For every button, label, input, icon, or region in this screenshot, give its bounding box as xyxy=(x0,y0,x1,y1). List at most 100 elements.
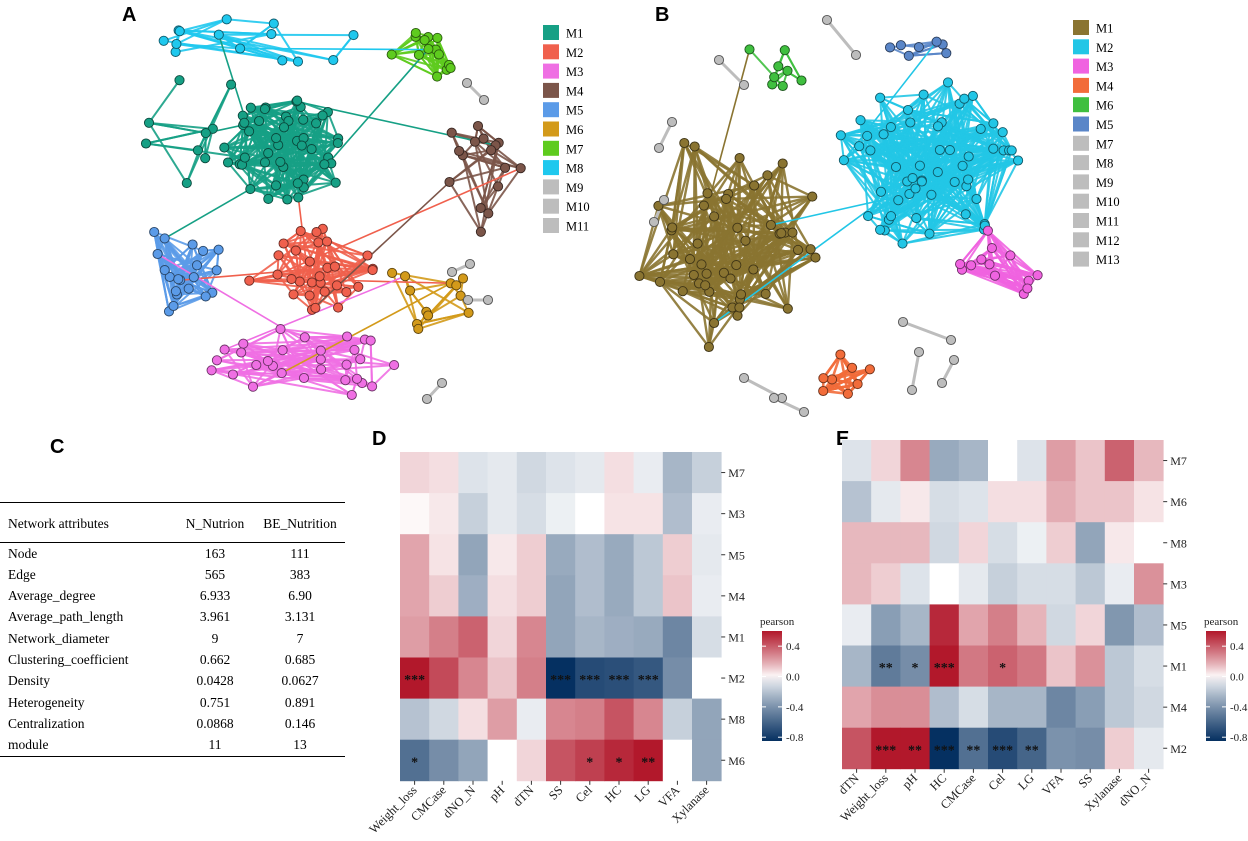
network-node xyxy=(957,160,968,171)
heatmap-cell xyxy=(487,698,518,741)
network-edge xyxy=(218,33,283,62)
network-node xyxy=(183,283,194,294)
heatmap-cell xyxy=(900,727,930,770)
legend-label: M3 xyxy=(1096,60,1113,74)
network-edge xyxy=(462,154,506,169)
network-node xyxy=(932,121,944,132)
network-node xyxy=(247,381,259,392)
network-node xyxy=(290,245,301,256)
network-node xyxy=(897,316,909,328)
heatmap-cell xyxy=(988,522,1018,564)
network-node xyxy=(463,307,474,318)
network-edge xyxy=(490,149,522,170)
table-row: Clustering_coefficient 0.662 0.685 xyxy=(0,649,345,670)
network-node xyxy=(277,345,288,356)
network-node xyxy=(807,191,818,202)
network-edge xyxy=(902,228,985,245)
heatmap-cell xyxy=(1075,727,1106,770)
heatmap-cell xyxy=(842,481,872,523)
network-node xyxy=(346,389,357,401)
n-nutrion-cell: 163 xyxy=(204,545,226,561)
heatmap-cell xyxy=(958,440,989,482)
table-header-row: Network attributes N_Nutrion BE_Nutritio… xyxy=(0,502,345,543)
network-edge xyxy=(681,205,706,292)
heatmap-cell xyxy=(633,493,664,535)
heatmap-cell xyxy=(1017,604,1047,646)
colorbar-title: pearson xyxy=(760,616,795,628)
legend-swatch xyxy=(1073,232,1089,248)
network-node xyxy=(288,289,299,300)
legend-label: M4 xyxy=(566,84,584,98)
network-edges xyxy=(145,18,522,401)
colorbar-title: pearson xyxy=(1204,616,1239,628)
heatmap-cell xyxy=(1017,645,1047,687)
network-node xyxy=(493,181,504,192)
network-edge xyxy=(994,274,1028,290)
significance-mark: *** xyxy=(550,673,571,688)
network-edge xyxy=(241,114,324,166)
network-edge xyxy=(148,79,181,124)
legend-swatch xyxy=(1073,39,1089,55)
significance-mark: *** xyxy=(579,673,600,688)
network-node xyxy=(245,184,256,195)
network-node xyxy=(331,280,342,291)
network-edge xyxy=(753,184,794,234)
heatmap-cell xyxy=(487,534,518,576)
network-edge xyxy=(693,146,699,244)
network-edge xyxy=(371,364,395,388)
network-node xyxy=(472,120,484,132)
network-node xyxy=(330,177,341,188)
heatmap-cell xyxy=(692,698,722,741)
network-node xyxy=(433,49,444,60)
network-edge xyxy=(843,159,892,217)
network-node xyxy=(451,280,462,291)
colorbar-tick-label: -0.4 xyxy=(1230,702,1248,714)
network-node xyxy=(884,42,896,53)
table-row: Network_diameter 9 7 xyxy=(0,628,345,649)
heatmap-cell xyxy=(400,739,430,782)
network-node xyxy=(779,45,790,56)
heatmap-cell xyxy=(546,616,576,658)
network-edge xyxy=(320,358,361,371)
heatmap-cell xyxy=(604,534,634,576)
network-node xyxy=(842,388,853,399)
network-edge xyxy=(843,159,908,183)
network-node xyxy=(292,95,303,106)
network-node xyxy=(1013,155,1024,166)
network-edge xyxy=(915,159,1019,190)
network-node xyxy=(475,226,486,237)
network-edge xyxy=(753,184,783,234)
legend-swatch xyxy=(543,160,559,176)
network-edge xyxy=(880,94,925,193)
module-legend: M1 M2 M3 M4 M5 M6 M7 M8 M9 M10 M11 xyxy=(543,25,590,234)
network-edge xyxy=(418,311,469,330)
network-node xyxy=(436,377,448,389)
network-edge xyxy=(725,198,767,295)
network-node xyxy=(765,219,776,231)
heatmap-cell xyxy=(662,452,693,494)
heatmap-cell xyxy=(692,575,722,617)
network-edge xyxy=(148,121,206,135)
network-edge xyxy=(163,243,194,271)
network-edge xyxy=(156,253,170,312)
network-node xyxy=(721,193,732,204)
significance-mark: ** xyxy=(879,661,893,676)
network-edge xyxy=(448,181,482,233)
network-node xyxy=(311,227,322,238)
legend-label: M5 xyxy=(1096,118,1113,132)
network-node xyxy=(158,35,169,46)
network-edge xyxy=(928,178,969,235)
network-node xyxy=(818,385,829,397)
network-node xyxy=(315,354,326,365)
network-edge xyxy=(267,161,282,200)
network-node xyxy=(932,167,943,178)
network-node xyxy=(709,317,720,329)
network-edge xyxy=(283,231,317,245)
network-node xyxy=(677,286,688,297)
heatmap-cell xyxy=(546,739,576,782)
network-node xyxy=(997,127,1008,138)
network-node xyxy=(239,152,250,163)
network-edge xyxy=(227,161,252,190)
network-edge xyxy=(840,133,884,137)
network-node xyxy=(971,193,982,205)
